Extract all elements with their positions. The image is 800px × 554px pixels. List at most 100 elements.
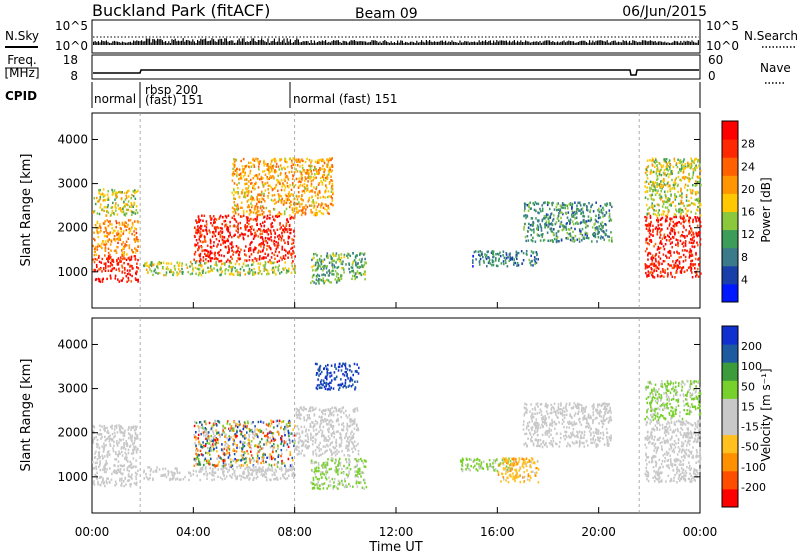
- data-cell-p1-r0: [122, 464, 124, 468]
- data-cell-p0-r0: [96, 269, 99, 273]
- data-cell-p0-r3: [236, 273, 239, 276]
- data-cell-p0-r9: [699, 243, 702, 246]
- data-cell-p1-r0: [95, 436, 97, 439]
- data-cell-p0-r6: [323, 265, 325, 268]
- data-cell-p0-r9: [664, 236, 667, 239]
- data-cell-p0-r7: [535, 251, 538, 254]
- data-cell-p0-r8: [580, 211, 583, 215]
- data-cell-p0-r0: [93, 261, 96, 264]
- data-cell-p1-r1: [253, 476, 255, 480]
- data-cell-p0-r5: [297, 201, 300, 204]
- data-cell-p1-r2: [239, 440, 242, 443]
- data-cell-p0-r3: [244, 273, 247, 276]
- noise-bar: [374, 40, 376, 45]
- data-cell-p0-r5: [299, 170, 301, 173]
- data-cell-p0-r5: [277, 179, 279, 182]
- cpid-segment-2-line1: rbsp 200: [145, 83, 198, 97]
- data-cell-p0-r1: [116, 245, 118, 249]
- data-cell-p0-r7: [477, 250, 480, 253]
- data-cell-p1-r0: [126, 456, 128, 459]
- data-cell-p1-r0: [129, 464, 132, 467]
- data-cell-p0-r7: [492, 263, 495, 267]
- data-cell-p0-r0: [107, 257, 109, 260]
- data-cell-p0-r9: [682, 245, 685, 248]
- data-cell-p1-r2: [230, 436, 233, 439]
- data-cell-p0-r8: [608, 209, 611, 212]
- data-cell-p0-r7: [487, 250, 489, 253]
- noise-bar: [662, 42, 664, 45]
- data-cell-p0-r5: [314, 167, 316, 170]
- data-cell-p0-r2: [113, 192, 115, 195]
- data-cell-p0-r9: [695, 251, 697, 255]
- data-cell-p0-r4: [291, 242, 293, 246]
- data-cell-p0-r10: [660, 168, 662, 171]
- data-cell-p0-r3: [220, 271, 223, 274]
- data-cell-p1-r2: [271, 435, 274, 438]
- data-cell-p0-r8: [536, 224, 539, 227]
- data-cell-p0-r9: [657, 224, 660, 227]
- data-cell-p0-r10: [650, 197, 653, 201]
- data-cell-p1-r0: [108, 436, 110, 439]
- data-cell-p1-r0: [108, 437, 111, 440]
- data-cell-p1-r2: [278, 433, 280, 436]
- data-cell-p1-r0: [127, 432, 130, 435]
- data-cell-p0-r5: [310, 161, 312, 164]
- data-cell-p0-r5: [246, 200, 249, 203]
- data-cell-p0-r4: [195, 228, 197, 232]
- data-cell-p0-r10: [655, 209, 657, 212]
- noise-bar: [601, 40, 603, 45]
- data-cell-p0-r10: [683, 175, 685, 179]
- data-cell-p0-r5: [329, 157, 331, 160]
- data-cell-p0-r10: [644, 190, 647, 194]
- data-cell-p1-r1: [148, 466, 151, 469]
- data-cell-p0-r4: [231, 257, 233, 260]
- data-cell-p0-r3: [191, 272, 194, 275]
- data-cell-p0-r4: [263, 243, 265, 247]
- data-cell-p0-r4: [228, 247, 230, 250]
- data-cell-p0-r5: [318, 189, 321, 193]
- data-cell-p0-r8: [608, 235, 611, 238]
- data-cell-p0-r2: [100, 193, 102, 196]
- data-cell-p0-r10: [681, 176, 684, 179]
- data-cell-p0-r4: [245, 254, 247, 257]
- data-cell-p0-r4: [204, 224, 206, 228]
- data-cell-p0-r5: [317, 191, 319, 194]
- data-cell-p0-r10: [645, 180, 648, 183]
- data-cell-p1-r2: [239, 429, 241, 432]
- data-cell-p0-r10: [677, 171, 680, 174]
- data-cell-p0-r5: [260, 175, 263, 179]
- data-cell-p0-r9: [667, 263, 670, 266]
- data-cell-p0-r3: [235, 270, 237, 273]
- data-cell-p0-r9: [669, 219, 672, 222]
- data-cell-p0-r4: [263, 225, 266, 228]
- data-cell-p0-r5: [295, 168, 297, 171]
- data-cell-p0-r3: [247, 271, 249, 274]
- data-cell-p1-r1: [243, 472, 246, 475]
- data-cell-p0-r9: [652, 256, 655, 260]
- noise-bar: [185, 40, 187, 45]
- data-cell-p0-r4: [200, 227, 202, 231]
- data-cell-p1-r1: [261, 468, 263, 472]
- data-cell-p0-r4: [246, 218, 249, 222]
- data-cell-p0-r2: [131, 213, 133, 217]
- data-cell-p0-r8: [549, 239, 552, 242]
- data-cell-p0-r1: [103, 234, 106, 238]
- data-cell-p0-r8: [586, 232, 589, 235]
- data-cell-p0-r8: [569, 232, 572, 235]
- data-cell-p1-r2: [229, 423, 231, 426]
- data-cell-p0-r8: [601, 226, 603, 230]
- data-cell-p0-r10: [667, 175, 670, 179]
- noise-bar: [273, 38, 275, 45]
- data-cell-p1-r0: [93, 437, 96, 440]
- data-cell-p0-r2: [133, 202, 136, 205]
- data-cell-p0-r1: [115, 225, 117, 229]
- data-cell-p0-r8: [552, 233, 555, 237]
- data-cell-p1-r0: [94, 452, 96, 455]
- data-cell-p0-r10: [696, 208, 698, 211]
- data-cell-p0-r10: [663, 168, 666, 172]
- data-cell-p1-r0: [110, 478, 113, 481]
- data-cell-p0-r9: [679, 239, 682, 243]
- noise-bar: [101, 40, 103, 45]
- data-cell-p0-r10: [681, 192, 683, 195]
- data-cell-p1-r0: [126, 468, 129, 472]
